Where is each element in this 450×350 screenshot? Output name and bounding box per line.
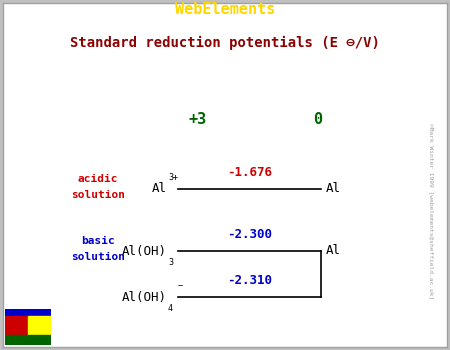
Text: acidic: acidic [78, 174, 118, 184]
Text: 0: 0 [314, 112, 323, 126]
Text: solution: solution [71, 252, 125, 262]
Text: basic: basic [81, 236, 115, 246]
Text: 3+: 3+ [168, 173, 178, 182]
Text: WebElements: WebElements [175, 2, 275, 18]
Text: solution: solution [71, 190, 125, 200]
Text: Al: Al [326, 245, 341, 258]
Text: Al: Al [152, 182, 167, 196]
Text: Al(OH): Al(OH) [122, 290, 167, 303]
Text: Standard reduction potentials (E ⊖/V): Standard reduction potentials (E ⊖/V) [70, 35, 380, 50]
Text: Al(OH): Al(OH) [122, 245, 167, 258]
Text: Al: Al [326, 182, 341, 196]
Bar [5, 309, 51, 316]
Bar [28, 316, 51, 335]
Bar [5, 335, 51, 345]
Bar [5, 316, 28, 335]
Text: +3: +3 [189, 112, 207, 126]
Text: −: − [178, 281, 183, 290]
Text: 3: 3 [168, 258, 173, 267]
Text: -2.310: -2.310 [227, 274, 272, 287]
Text: ©Mark Winter 1999 [webelements@sheffield.ac.uk]: ©Mark Winter 1999 [webelements@sheffield… [428, 123, 433, 299]
Text: -1.676: -1.676 [227, 166, 272, 179]
Text: -2.300: -2.300 [227, 228, 272, 241]
Text: 4: 4 [168, 304, 173, 313]
